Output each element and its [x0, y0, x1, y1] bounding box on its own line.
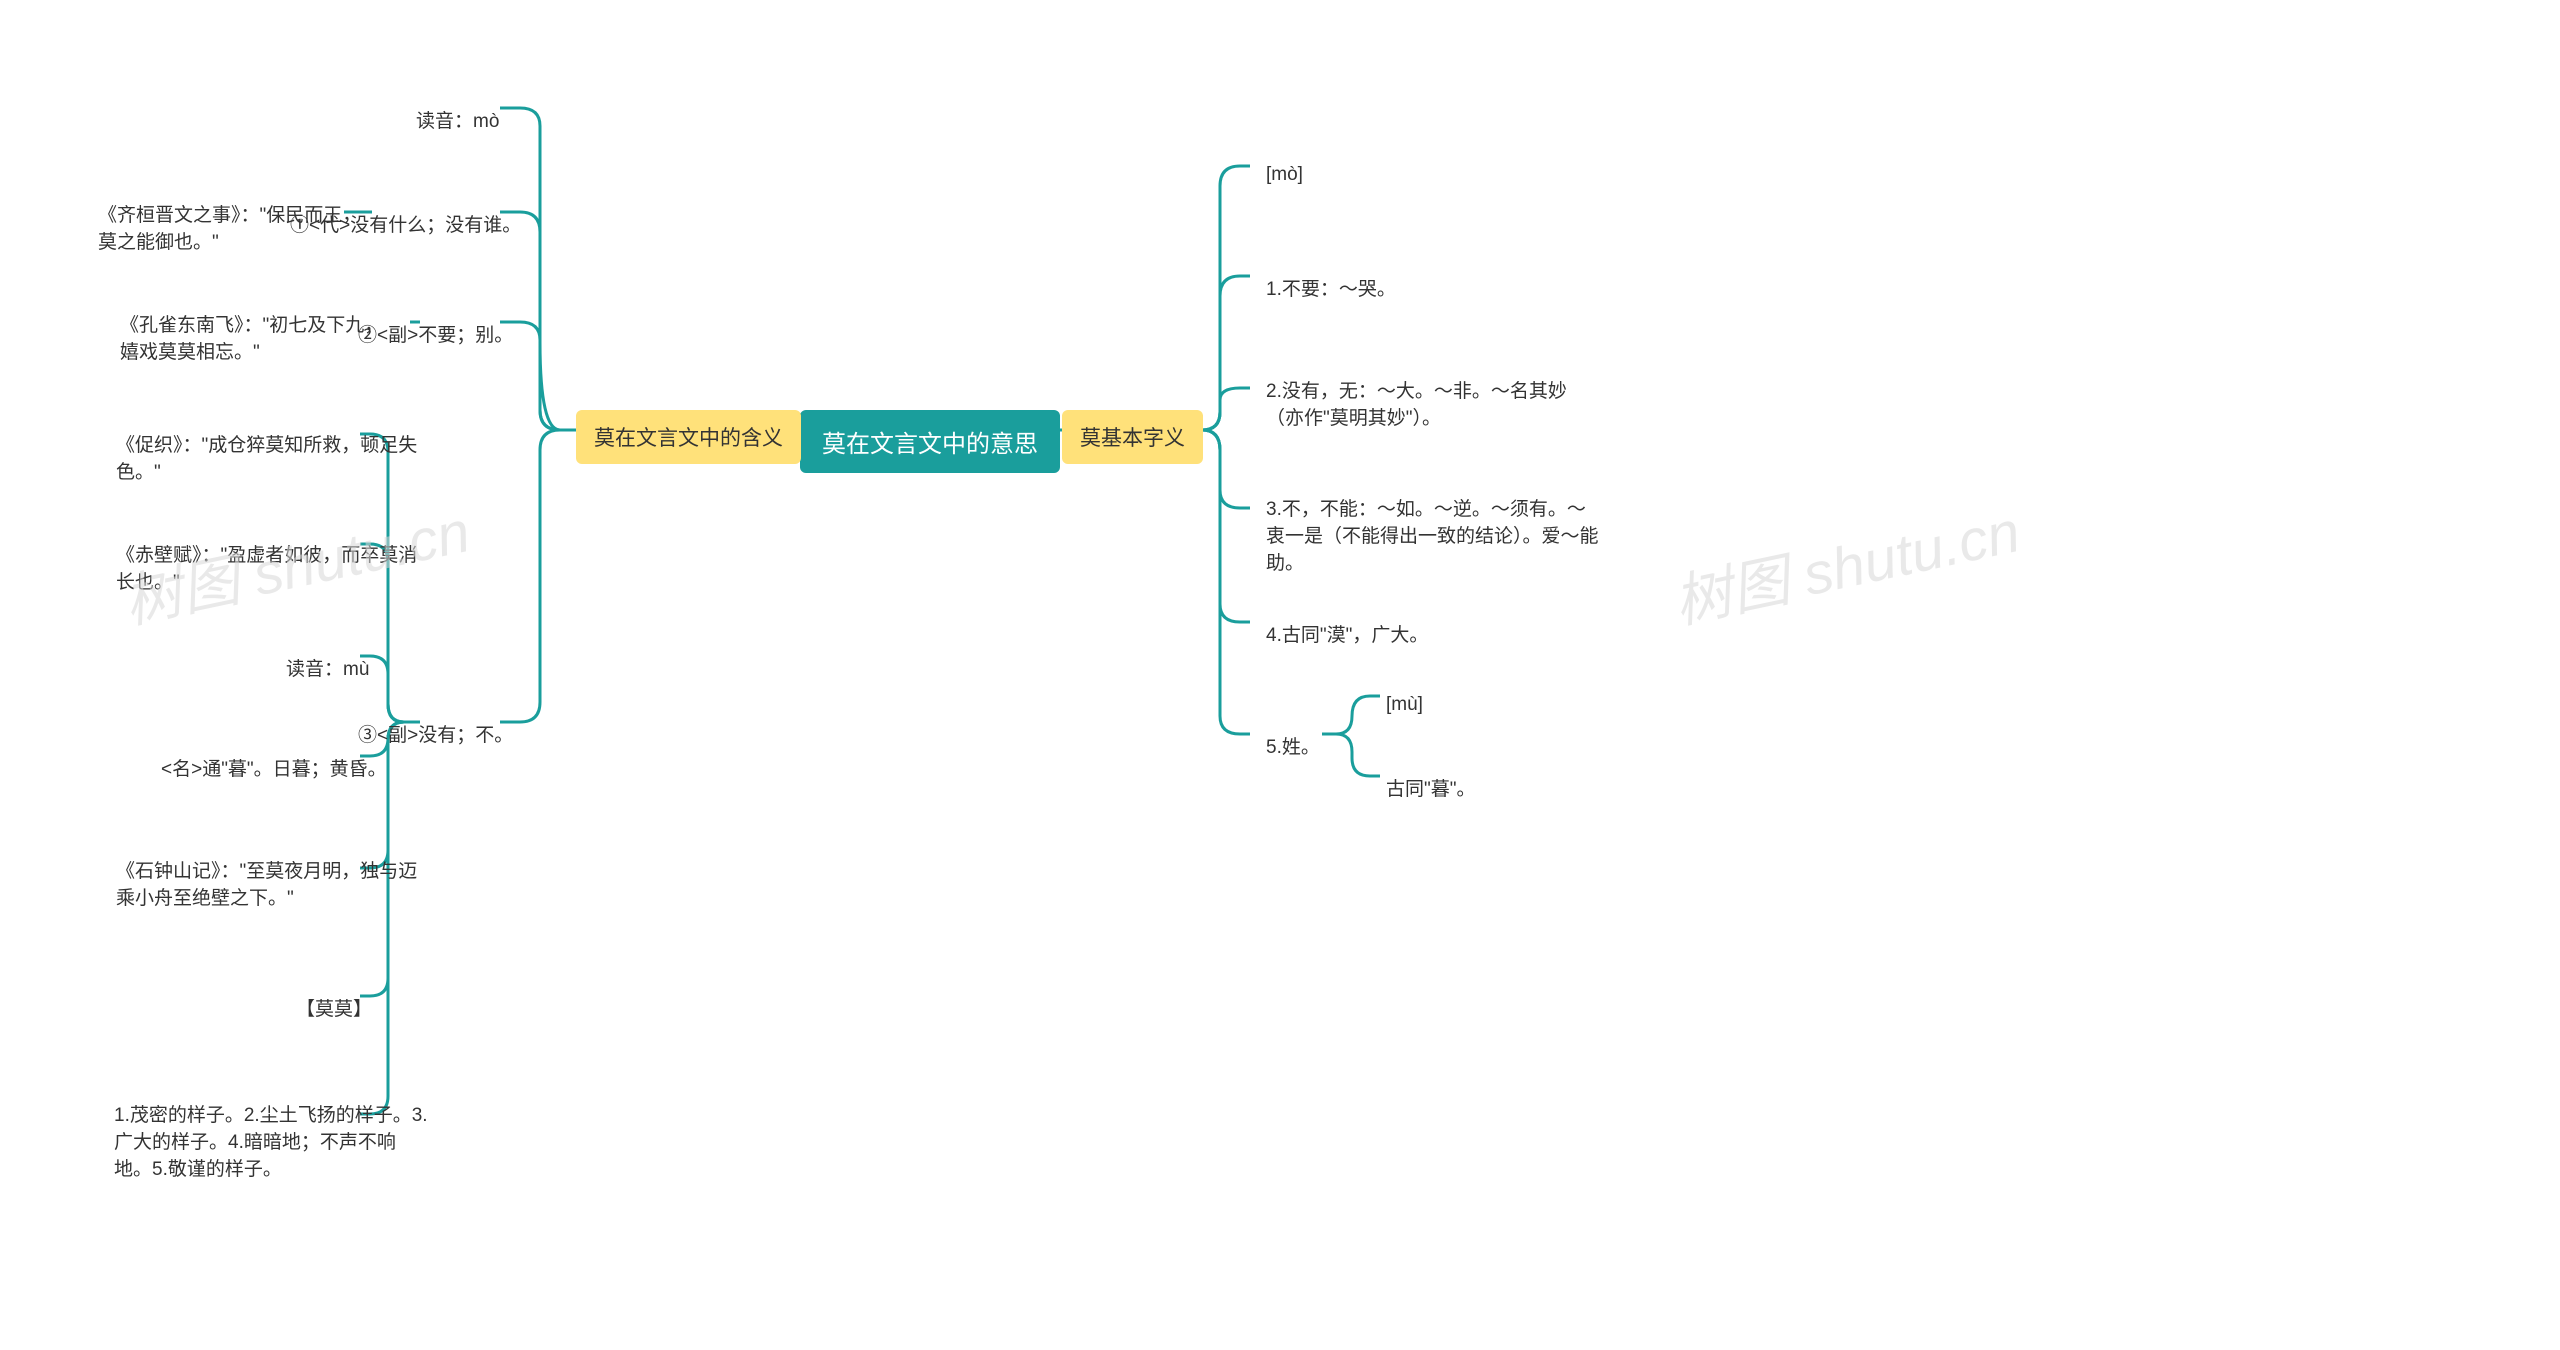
leaf-r5: 4.古同"漠"，广大。 [1250, 610, 1444, 657]
leaf-m3-ex1: 《促织》："成仓猝莫知所救，顿足失色。" [100, 420, 450, 494]
leaf-r1: [mò] [1250, 154, 1319, 196]
leaf-m3-ex3: 《石钟山记》："至莫夜月明，独与迈乘小舟至绝壁之下。" [100, 846, 440, 920]
branch-right: 莫基本字义 [1062, 410, 1203, 464]
branch-left: 莫在文言文中的含义 [576, 410, 801, 464]
leaf-m3-ex2: 《赤壁赋》："盈虚者如彼，而卒莫消长也。" [100, 530, 450, 604]
leaf-r6: 5.姓。 [1250, 722, 1336, 769]
watermark: 树图 shutu.cn [1665, 484, 2026, 639]
mindmap-root: 莫在文言文中的意思 [800, 410, 1060, 473]
leaf-r3: 2.没有，无：～大。～非。～名其妙（亦作"莫明其妙"）。 [1250, 366, 1590, 440]
leaf-r4: 3.不，不能：～如。～逆。～须有。～衷一是（不能得出一致的结论）。爱～能助。 [1250, 484, 1620, 585]
leaf-momo-meanings: 1.茂密的样子。2.尘土飞扬的样子。3.广大的样子。4.暗暗地；不声不响地。5.… [98, 1090, 448, 1191]
leaf-momo: 【莫莫】 [280, 984, 388, 1031]
leaf-r6-child1: [mù] [1370, 684, 1439, 726]
leaf-pronunciation-mu: 读音：mù [270, 644, 385, 691]
leaf-pronunciation-mo: 读音：mò [400, 96, 515, 143]
leaf-r2: 1.不要：～哭。 [1250, 264, 1412, 311]
leaf-meaning-2-example: 《孔雀东南飞》："初七及下九，嬉戏莫莫相忘。" [104, 300, 414, 374]
leaf-meaning-1-example: 《齐桓晋文之事》："保民而王，莫之能御也。" [82, 190, 382, 264]
leaf-r6-child2: 古同"暮"。 [1370, 764, 1492, 811]
leaf-m3-mu-meaning: <名>通"暮"。日暮；黄昏。 [145, 744, 403, 791]
